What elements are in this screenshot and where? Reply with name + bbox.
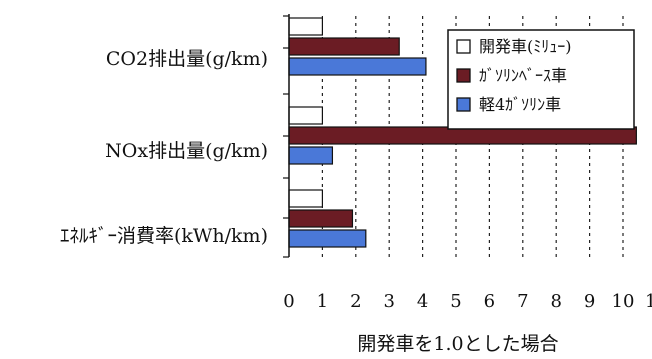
category-label-0: CO2排出量(g/km) [106, 48, 268, 70]
legend-box [447, 29, 635, 130]
x-tick-label-6: 6 [484, 291, 495, 312]
category-labels: CO2排出量(g/km) NOx排出量(g/km) ｴﾈﾙｷﾞｰ消費率(kWh/km… [60, 48, 268, 247]
bar-cat2-series1 [288, 209, 354, 228]
legend-swatch-2 [456, 97, 471, 112]
bar-cat0-series1 [288, 37, 400, 56]
x-tick-label-10: 10 [612, 291, 635, 312]
category-label-1: NOx排出量(g/km) [105, 140, 268, 162]
x-tick-label-0: 0 [283, 291, 294, 312]
bar-cat2-series2 [288, 229, 367, 248]
x-tick-label-1: 1 [317, 291, 328, 312]
legend-label-2: 軽4ｶﾞｿﾘﾝ車 [479, 95, 561, 114]
x-tick-label-8: 8 [550, 291, 561, 312]
x-tick-label-9: 9 [584, 291, 595, 312]
x-tick-label-4: 4 [417, 291, 428, 312]
legend-swatch-0 [456, 39, 471, 54]
bar-cat2-series0 [288, 189, 324, 208]
x-tick-label-7: 7 [517, 291, 528, 312]
x-tick-labels: 0 1 2 3 4 5 6 7 8 9 10 11 [283, 291, 652, 312]
bar-cat0-series2 [288, 57, 427, 76]
x-tick-label-3: 3 [383, 291, 394, 312]
y-axis [283, 14, 290, 258]
bar-cat1-series2 [288, 146, 334, 165]
x-tick-label-5: 5 [450, 291, 461, 312]
x-tick-label-2: 2 [350, 291, 361, 312]
bar-cat1-series0 [288, 106, 324, 125]
legend-label-1: ｶﾞｿﾘﾝﾍﾞｰｽ車 [479, 66, 567, 85]
x-axis-label: 開発車を1.0とした場合 [357, 333, 558, 355]
legend-label-0: 開発車(ﾐﾘｭｰ) [479, 37, 572, 56]
legend-swatch-1 [456, 68, 471, 83]
bar-cat0-series0 [288, 17, 324, 36]
category-label-2: ｴﾈﾙｷﾞｰ消費率(kWh/km) [60, 225, 268, 247]
x-tick-label-11: 11 [645, 291, 652, 312]
